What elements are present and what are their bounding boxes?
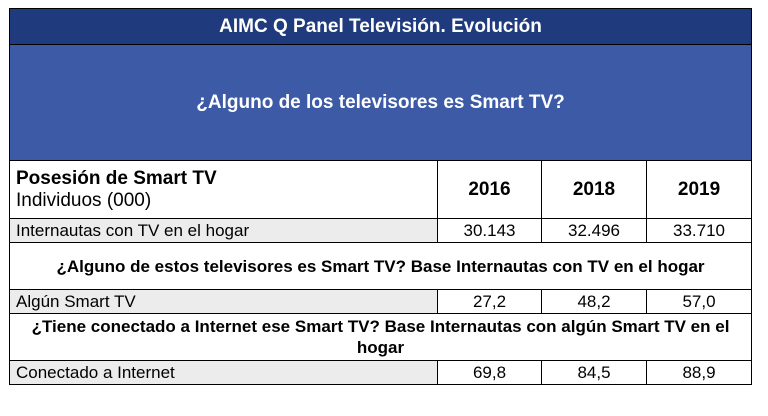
value-cell: 30.143 bbox=[437, 218, 542, 243]
value-cell: 48,2 bbox=[541, 289, 647, 314]
table-title: AIMC Q Panel Televisión. Evolución bbox=[8, 8, 753, 45]
year-header-2018: 2018 bbox=[541, 160, 647, 219]
value-cell: 88,9 bbox=[645, 360, 753, 385]
question-row: ¿Alguno de los televisores es Smart TV? bbox=[8, 44, 753, 161]
question-banner: ¿Alguno de los televisores es Smart TV? bbox=[8, 44, 753, 161]
header-label-title: Posesión de Smart TV bbox=[16, 167, 217, 189]
row-label-internautas: Internautas con TV en el hogar bbox=[9, 218, 438, 243]
row-label-algun-smart-tv: Algún Smart TV bbox=[9, 289, 438, 314]
year-header-2016: 2016 bbox=[437, 160, 542, 219]
year-header-2019: 2019 bbox=[645, 160, 753, 219]
value-cell: 84,5 bbox=[541, 360, 647, 385]
value-cell: 32.496 bbox=[541, 218, 647, 243]
value-cell: 57,0 bbox=[645, 289, 753, 314]
table-row: Internautas con TV en el hogar 30.143 32… bbox=[9, 218, 753, 243]
section-heading-smart-tv: ¿Alguno de estos televisores es Smart TV… bbox=[8, 242, 753, 290]
title-row: AIMC Q Panel Televisión. Evolución bbox=[8, 8, 753, 45]
section-row: ¿Tiene conectado a Internet ese Smart TV… bbox=[8, 313, 753, 361]
value-cell: 33.710 bbox=[645, 218, 753, 243]
value-cell: 27,2 bbox=[437, 289, 542, 314]
table-row: Conectado a Internet 69,8 84,5 88,9 bbox=[9, 360, 753, 385]
section-heading-connected: ¿Tiene conectado a Internet ese Smart TV… bbox=[8, 313, 753, 361]
section-row: ¿Alguno de estos televisores es Smart TV… bbox=[8, 242, 753, 290]
row-label-conectado: Conectado a Internet bbox=[9, 360, 438, 385]
table-row: Algún Smart TV 27,2 48,2 57,0 bbox=[9, 289, 753, 314]
header-row: Posesión de Smart TV Individuos (000) 20… bbox=[9, 160, 753, 219]
header-label-unit: Individuos (000) bbox=[16, 189, 152, 211]
smart-tv-evolution-table: AIMC Q Panel Televisión. Evolución ¿Algu… bbox=[8, 8, 753, 385]
header-label: Posesión de Smart TV Individuos (000) bbox=[9, 160, 438, 219]
value-cell: 69,8 bbox=[437, 360, 542, 385]
